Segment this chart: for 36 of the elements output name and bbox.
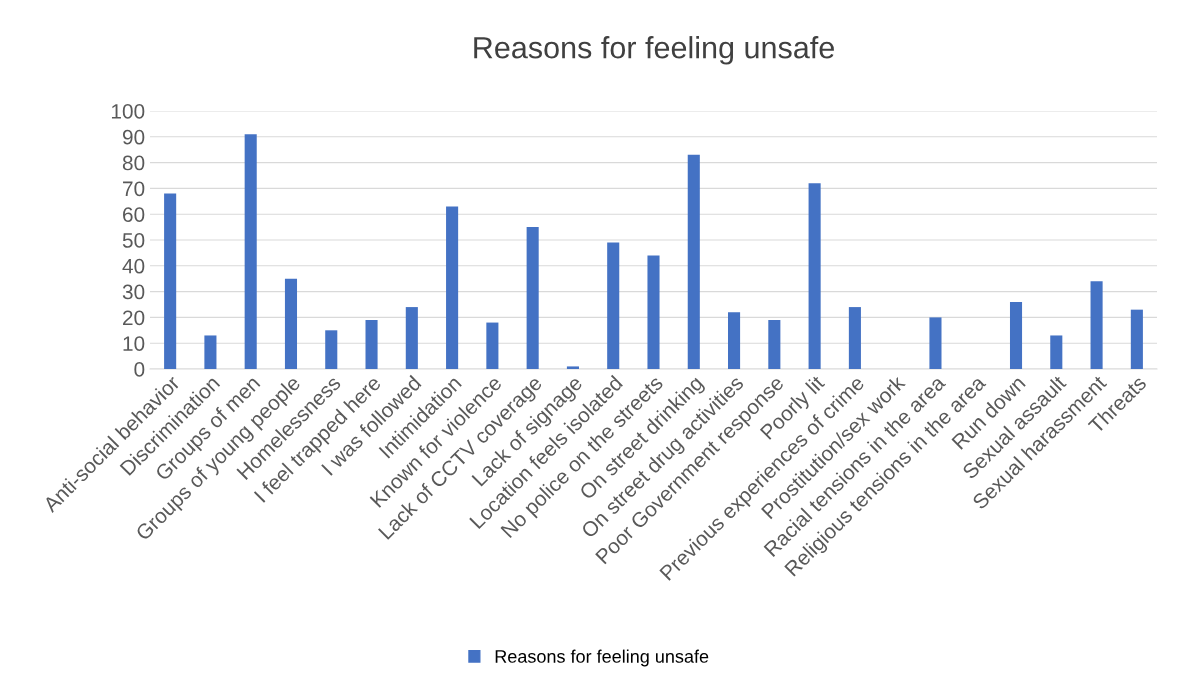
bar	[1050, 335, 1063, 369]
bar	[244, 134, 257, 369]
bar	[929, 317, 942, 369]
bar	[526, 227, 539, 369]
y-tick-label: 0	[134, 362, 145, 377]
y-tick-label: 50	[122, 233, 145, 248]
y-tick-label: 100	[111, 104, 145, 119]
legend-label: Reasons for feeling unsafe	[495, 649, 709, 667]
bar	[446, 206, 459, 369]
bar	[325, 330, 338, 369]
y-tick-label: 30	[122, 284, 145, 300]
bar	[768, 319, 781, 369]
chart-title: Reasons for feeling unsafe	[474, 36, 834, 65]
bar	[1009, 301, 1023, 369]
bar	[607, 242, 620, 369]
bar	[204, 335, 217, 369]
bar	[365, 319, 378, 369]
bar	[284, 278, 298, 369]
bar	[1090, 281, 1103, 369]
y-tick-label: 90	[122, 129, 145, 145]
bar	[486, 322, 499, 369]
y-tick-label: 70	[123, 181, 145, 197]
y-tick-label: 20	[123, 310, 145, 326]
bar	[728, 312, 741, 369]
y-tick-label: 60	[123, 207, 145, 222]
y-tick-label: 10	[123, 336, 145, 351]
bar	[405, 307, 418, 369]
bar	[848, 307, 861, 369]
bar	[1130, 309, 1143, 369]
bar	[687, 154, 700, 369]
bar	[808, 183, 821, 369]
bar	[164, 193, 177, 369]
y-tick-label: 40	[122, 258, 145, 274]
bar	[566, 366, 579, 369]
bar	[647, 255, 660, 369]
y-tick-label: 80	[122, 155, 145, 171]
